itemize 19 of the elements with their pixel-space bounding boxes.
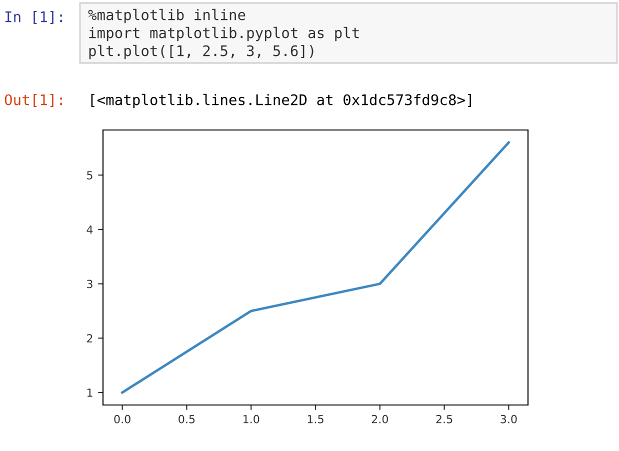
text: In [1]:	[5, 10, 62, 24]
x-tick-label: 0.0	[114, 414, 130, 424]
x-tick-label: 0.5	[178, 414, 195, 424]
x-tick-label: 2.5	[436, 414, 452, 424]
text: [<matplotlib.lines.Line2D at 0x1dc573fd9c8>]	[91, 94, 472, 108]
y-tick-label: 1	[87, 388, 92, 397]
line-series	[121, 141, 510, 394]
text: plt.plot([1, 2.5, 3, 5.6])	[89, 44, 314, 60]
y-tick-label: 4	[86, 226, 93, 234]
y-tick-label: 5	[87, 171, 92, 180]
text: Out[1]:	[4, 94, 62, 107]
x-tick-label: 3.0	[500, 414, 517, 424]
y-tick-label: 2	[87, 334, 92, 342]
text: %matplotlib inline	[88, 8, 246, 24]
x-tick-label: 1.5	[308, 415, 324, 424]
x-tick-label: 2.0	[372, 414, 388, 424]
y-tick-label: 3	[87, 280, 92, 288]
text: import matplotlib.pyplot as plt	[89, 26, 359, 42]
x-tick-label: 1.0	[243, 414, 260, 424]
